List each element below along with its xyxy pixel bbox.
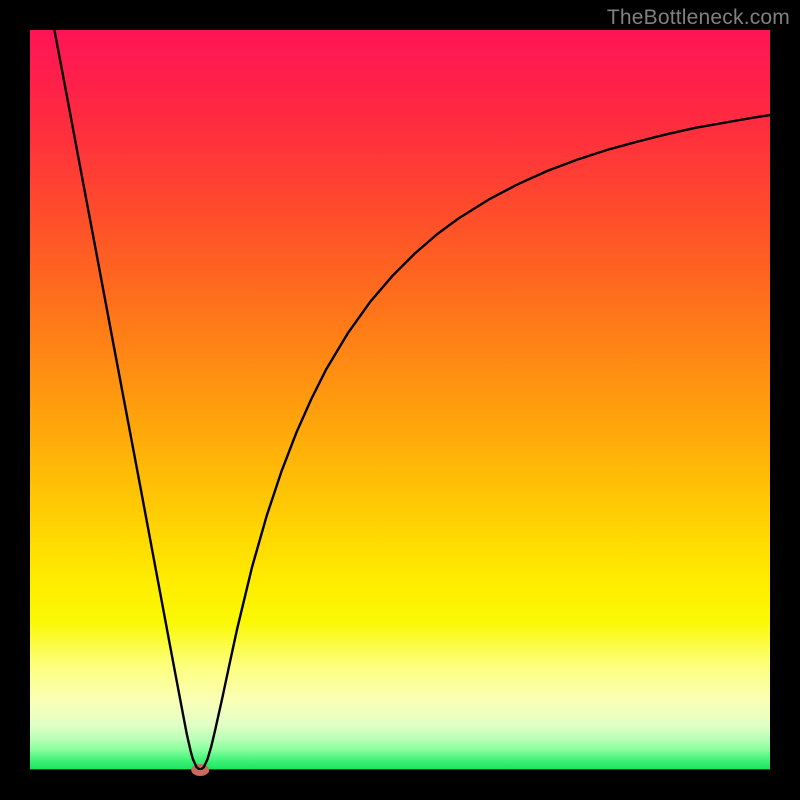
chart-container: TheBottleneck.com: [0, 0, 800, 800]
bottleneck-chart: [0, 0, 800, 800]
watermark-text: TheBottleneck.com: [607, 6, 790, 30]
plot-background: [30, 30, 770, 770]
